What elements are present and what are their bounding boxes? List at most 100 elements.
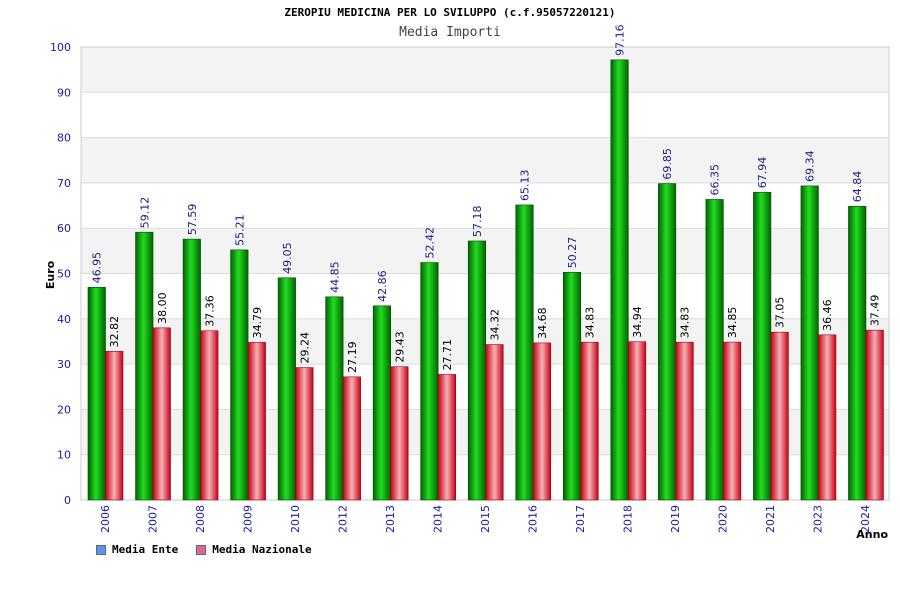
x-tick-label: 2014 — [431, 505, 444, 533]
data-label: 46.95 — [91, 252, 104, 284]
chart-title: ZEROPIU MEDICINA PER LO SVILUPPO (c.f.95… — [284, 6, 616, 19]
data-label: 57.18 — [471, 205, 484, 237]
data-label: 37.49 — [869, 295, 882, 327]
x-tick-label: 2023 — [812, 505, 825, 533]
y-tick-label: 20 — [57, 403, 71, 416]
bar — [675, 341, 694, 501]
bar — [437, 374, 457, 501]
bar — [135, 231, 154, 501]
x-tick-label: 2012 — [336, 505, 349, 533]
x-tick-label: 2019 — [669, 505, 682, 533]
bar — [610, 59, 629, 501]
data-label: 52.42 — [423, 227, 436, 259]
data-label: 59.12 — [138, 197, 151, 229]
legend-label-ente: Media Ente — [112, 543, 179, 556]
bar — [390, 366, 409, 501]
bar — [230, 249, 249, 501]
bar — [420, 262, 439, 501]
bar — [628, 341, 647, 501]
y-tick-label: 40 — [57, 313, 71, 326]
y-tick-label: 10 — [57, 449, 71, 462]
bar — [800, 185, 819, 501]
x-tick-label: 2017 — [574, 505, 587, 533]
data-label: 69.85 — [661, 148, 674, 180]
x-tick-label: 2016 — [527, 505, 540, 533]
y-tick-label: 50 — [57, 268, 71, 281]
data-label: 32.82 — [108, 316, 121, 348]
data-label: 34.32 — [488, 309, 501, 341]
x-tick-label: 2013 — [384, 505, 397, 533]
x-tick-label: 2021 — [764, 505, 777, 533]
bar — [865, 329, 884, 501]
data-label: 38.00 — [156, 292, 169, 324]
data-label: 34.94 — [631, 306, 644, 338]
legend: Media Ente Media Nazionale — [96, 543, 312, 556]
data-label: 65.13 — [519, 169, 532, 201]
data-label: 34.85 — [726, 307, 739, 339]
x-tick-label: 2015 — [479, 505, 492, 533]
data-label: 69.34 — [804, 150, 817, 182]
data-label: 44.85 — [328, 261, 341, 293]
bar — [818, 334, 837, 501]
y-tick-label: 90 — [57, 86, 71, 99]
data-label: 49.05 — [281, 242, 294, 274]
x-tick-label: 2006 — [99, 505, 112, 533]
legend-item-nazionale: Media Nazionale — [196, 543, 312, 556]
bar — [200, 330, 219, 501]
y-tick-label: 70 — [57, 177, 71, 190]
bar — [342, 376, 361, 501]
data-label: 42.86 — [376, 270, 389, 302]
bar — [277, 277, 296, 501]
y-tick-label: 60 — [57, 222, 71, 235]
data-label: 34.83 — [584, 307, 597, 339]
bar — [770, 331, 789, 501]
bar — [705, 199, 724, 501]
bar — [753, 191, 772, 501]
legend-label-nazionale: Media Nazionale — [212, 543, 312, 556]
data-label: 66.35 — [709, 164, 722, 196]
data-label: 29.24 — [298, 332, 311, 364]
grid-band — [81, 137, 889, 183]
bar — [580, 341, 599, 501]
bar — [325, 296, 344, 501]
bar — [467, 240, 487, 501]
bar — [247, 342, 266, 501]
y-tick-label: 0 — [64, 494, 71, 507]
x-tick-label: 2009 — [241, 505, 254, 533]
bar — [848, 205, 867, 501]
bar — [152, 327, 171, 501]
y-tick-label: 30 — [57, 358, 71, 371]
chart-subtitle: Media Importi — [399, 25, 501, 40]
legend-swatch-ente — [96, 544, 106, 555]
data-label: 50.27 — [566, 237, 579, 269]
data-label: 37.36 — [203, 295, 216, 327]
bar — [182, 238, 201, 501]
bar — [485, 344, 504, 501]
data-label: 27.19 — [346, 341, 359, 373]
x-tick-label: 2010 — [289, 505, 302, 533]
x-tick-label: 2024 — [859, 505, 872, 533]
legend-swatch-nazionale — [196, 544, 207, 555]
data-label: 34.79 — [251, 307, 264, 339]
x-axis-label: Anno — [856, 528, 888, 541]
bar — [723, 341, 742, 501]
x-tick-label: 2018 — [622, 505, 635, 533]
data-label: 37.05 — [774, 297, 787, 329]
bar — [515, 204, 534, 501]
data-label: 55.21 — [233, 214, 246, 246]
x-tick-label: 2008 — [194, 505, 207, 533]
bar — [562, 271, 582, 501]
grid-band — [81, 92, 889, 138]
y-axis-label: Euro — [44, 260, 57, 289]
bar — [295, 367, 314, 501]
data-label: 97.16 — [614, 24, 627, 56]
data-label: 29.43 — [393, 331, 406, 363]
grid-band — [81, 47, 889, 93]
data-label: 34.68 — [536, 307, 549, 339]
data-label: 57.59 — [186, 204, 199, 236]
y-tick-label: 100 — [50, 41, 71, 54]
bar — [372, 305, 391, 501]
data-label: 34.83 — [679, 307, 692, 339]
